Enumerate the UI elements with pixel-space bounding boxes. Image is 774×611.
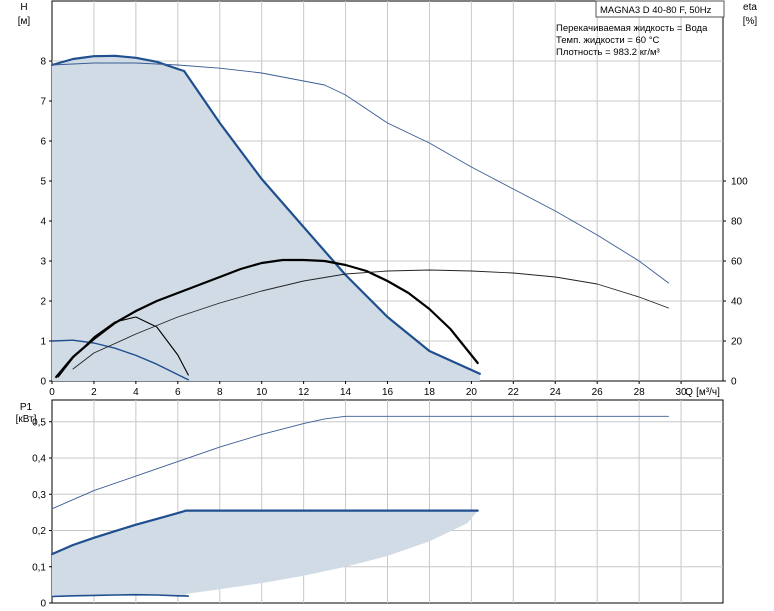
y-tick-label: 0	[40, 377, 46, 388]
y2-tick-label: 20	[731, 337, 743, 348]
series-p1-min-blue	[51, 593, 190, 598]
y-tick-label: 0,2	[32, 526, 46, 537]
y-tick-label: 0,4	[32, 454, 46, 465]
y-tick-label: 3	[40, 257, 46, 268]
model-label: MAGNA3 D 40-80 F, 50Hz	[600, 5, 712, 16]
series-eta-black-thin	[57, 316, 189, 378]
series-p1-thin-curve	[51, 415, 669, 510]
y2-tick-label: 40	[731, 297, 743, 308]
x-tick-label: 16	[382, 387, 394, 398]
series-min-curve-blue	[51, 339, 189, 381]
info-liquid: Перекачиваемая жидкость = Вода	[556, 23, 708, 34]
y-tick-label: 8	[40, 57, 46, 68]
series-max-curve-blue	[50, 54, 481, 375]
y-tick-label: 4	[40, 217, 46, 228]
y-tick-label: 7	[40, 97, 46, 108]
y2-tick-label: 80	[731, 217, 743, 228]
x-tick-label: 30	[676, 387, 688, 398]
y-axis-unit-h: [м]	[18, 16, 31, 27]
x-tick-label: 2	[91, 387, 97, 398]
model-label-box: MAGNA3 D 40-80 F, 50Hz	[595, 0, 725, 18]
liquid-info: Перекачиваемая жидкость = Вода Темп. жид…	[556, 23, 708, 58]
x-tick-label: 24	[550, 387, 562, 398]
series-eta-thin-curve	[72, 269, 669, 370]
x-tick-label: 0	[49, 387, 55, 398]
x-tick-label: 8	[217, 387, 223, 398]
x-tick-label: 10	[256, 387, 268, 398]
y-axis-label-p1: P1	[20, 402, 33, 413]
x-tick-label: 14	[340, 387, 352, 398]
x-tick-label: 22	[508, 387, 520, 398]
x-tick-label: 18	[424, 387, 436, 398]
y2-axis-label-eta: eta	[743, 2, 757, 13]
x-axis-label-q: Q	[685, 387, 693, 398]
x-tick-label: 28	[634, 387, 646, 398]
y-tick-label: 1	[40, 337, 46, 348]
series-eta-black-bold	[55, 258, 479, 379]
y-tick-label: 6	[40, 137, 46, 148]
series-p1-max-blue	[50, 509, 479, 556]
info-temperature: Темп. жидкости = 60 °C	[556, 35, 659, 46]
series-p1-area-boundary	[52, 510, 478, 597]
power-plot: 0 0,1 0,2 0,3 0,4 0,5	[32, 399, 724, 610]
x-axis-unit-q: [м³/ч]	[696, 387, 720, 398]
y2-tick-label: 0	[731, 377, 737, 388]
y-axis-unit-p1: [кВт]	[16, 414, 37, 425]
y2-axis-unit-eta: [%]	[743, 16, 758, 27]
series-h-thin-curve	[51, 62, 669, 284]
y-tick-label: 0,1	[32, 562, 46, 573]
x-tick-label: 12	[298, 387, 310, 398]
y2-tick-label: 100	[731, 177, 748, 188]
info-density: Плотность = 983.2 кг/м³	[556, 47, 660, 58]
y-axis-label-h: H	[20, 2, 27, 13]
x-tick-label: 4	[133, 387, 139, 398]
x-tick-label: 26	[592, 387, 604, 398]
y-tick-label: 2	[40, 297, 46, 308]
y-tick-label: 0,3	[32, 490, 46, 501]
y-tick-label: 0,5	[32, 417, 46, 428]
y-tick-label: 0	[40, 599, 46, 610]
x-tick-label: 20	[466, 387, 478, 398]
y-tick-label: 5	[40, 177, 46, 188]
y2-tick-label: 60	[731, 257, 743, 268]
x-tick-label: 6	[175, 387, 181, 398]
